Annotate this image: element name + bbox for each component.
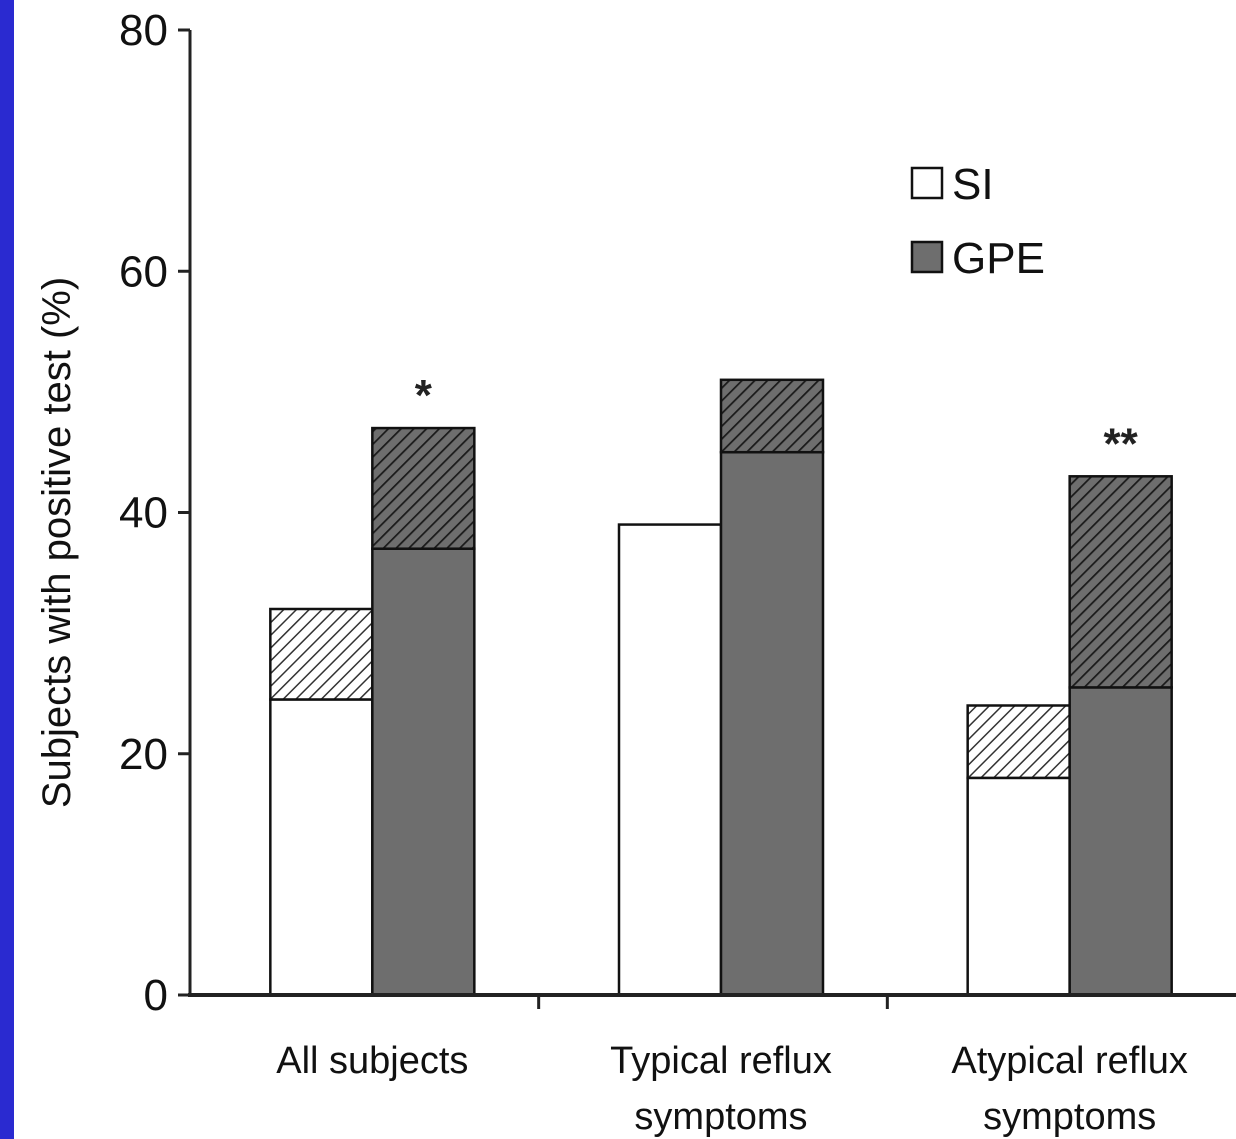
- bar-gpe-0: [371, 547, 476, 997]
- legend-swatch-si: [910, 166, 944, 200]
- legend-swatch-gpe: [910, 240, 944, 274]
- bar-gpe-1: [719, 450, 825, 997]
- category-label-1-0: Typical reflux: [610, 1040, 832, 1082]
- bar-si-2: [966, 776, 1071, 997]
- y-tick-label-0: 0: [144, 971, 168, 1020]
- significance-marker-0: *: [415, 371, 433, 420]
- bar-hatch-gpe-0: [371, 426, 476, 550]
- bar-hatch-gpe-1: [719, 378, 825, 454]
- legend-label-si: SI: [952, 160, 994, 209]
- y-tick-label-3: 60: [119, 247, 168, 296]
- y-tick-label-2: 40: [119, 489, 168, 538]
- y-axis-title: Subjects with positive test (%): [35, 277, 79, 808]
- category-label-2-0: Atypical reflux: [951, 1040, 1188, 1082]
- bar-hatch-si-0: [269, 607, 374, 701]
- category-label-0-0: All subjects: [276, 1040, 468, 1082]
- significance-marker-2: **: [1104, 419, 1139, 468]
- category-label-2-1: symptoms: [983, 1096, 1156, 1138]
- bar-hatch-gpe-2: [1068, 475, 1173, 689]
- bar-gpe-2: [1068, 686, 1173, 997]
- category-label-1-1: symptoms: [634, 1096, 807, 1138]
- labels-group: * All subjects Typical reflux symptoms ** Aty…: [35, 6, 1188, 1138]
- bar-si-0: [269, 698, 374, 997]
- bar-si-1: [617, 523, 723, 997]
- y-tick-label-4: 80: [119, 6, 168, 55]
- axes-group: [178, 28, 1236, 1009]
- bar-hatch-si-2: [966, 704, 1071, 780]
- legend-label-gpe: GPE: [952, 234, 1045, 283]
- legend: SI GPE: [910, 160, 1045, 283]
- chart-frame: * All subjects Typical reflux symptoms ** Aty…: [14, 0, 1236, 1139]
- y-tick-label-1: 20: [119, 730, 168, 779]
- bars-group: [269, 378, 1173, 997]
- bar-chart: * All subjects Typical reflux symptoms ** Aty…: [35, 6, 1236, 1138]
